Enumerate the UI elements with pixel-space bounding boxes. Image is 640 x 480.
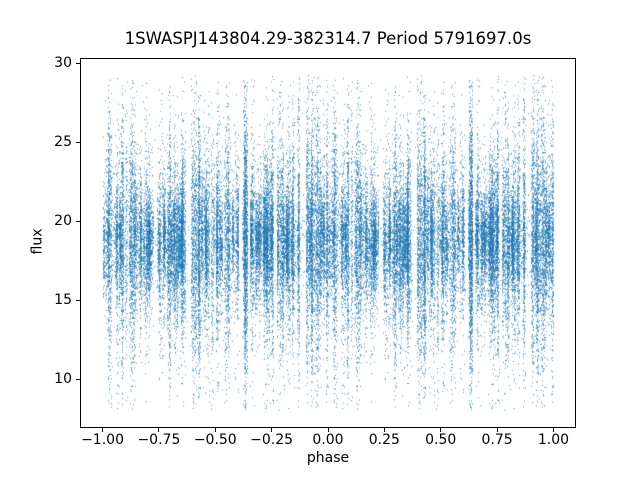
x-tick-mark [327, 427, 329, 432]
x-tick-mark [158, 427, 160, 432]
x-tick-label: 0.25 [368, 432, 400, 448]
y-tick-mark [76, 300, 80, 302]
x-tick-label: −1.00 [81, 432, 124, 448]
x-tick-label: −0.50 [193, 432, 237, 448]
x-axis-label: phase [306, 450, 350, 466]
x-tick-label: 0.75 [481, 432, 513, 448]
y-tick-mark [76, 221, 80, 223]
x-tick-label: 0.00 [312, 432, 344, 448]
x-tick-mark [496, 427, 498, 432]
x-tick-mark [102, 427, 104, 432]
x-tick-label: 0.50 [425, 432, 457, 448]
y-tick-label: 10 [54, 370, 72, 387]
x-tick-label: 1.00 [537, 432, 570, 448]
y-tick-label: 30 [54, 55, 72, 72]
x-tick-label: −0.25 [250, 432, 294, 448]
x-tick-mark [271, 427, 273, 432]
y-tick-label: 20 [54, 213, 72, 230]
x-tick-mark [383, 427, 385, 432]
x-tick-mark [440, 427, 442, 432]
y-tick-mark [76, 378, 80, 380]
y-axis-label: flux [29, 228, 46, 255]
x-tick-label: −0.75 [137, 432, 181, 448]
y-tick-mark [76, 63, 80, 65]
y-tick-label: 15 [54, 292, 72, 309]
x-tick-mark [214, 427, 216, 432]
y-tick-mark [76, 142, 80, 144]
x-tick-mark [552, 427, 554, 432]
y-tick-label: 25 [54, 134, 72, 151]
chart-title: 1SWASPJ143804.29-382314.7 Period 5791697… [124, 29, 532, 48]
